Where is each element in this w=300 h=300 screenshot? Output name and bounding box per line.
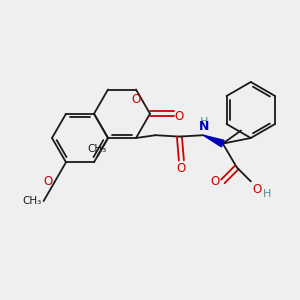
Polygon shape [203,135,224,147]
Text: O: O [177,162,186,176]
Text: H: H [200,117,208,127]
Text: CH₃: CH₃ [88,144,107,154]
Text: O: O [175,110,184,123]
Text: H: H [263,189,271,200]
Text: N: N [199,120,209,133]
Text: O: O [131,92,141,106]
Text: CH₃: CH₃ [22,196,42,206]
Text: O: O [253,183,262,196]
Text: O: O [44,175,53,188]
Text: O: O [211,175,220,188]
